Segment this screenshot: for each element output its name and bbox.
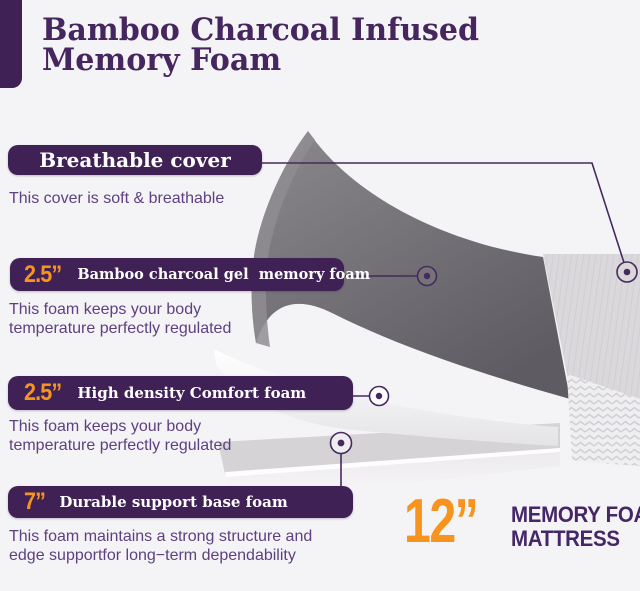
memory-foam-layer — [251, 131, 570, 399]
base-foam-front-edge — [225, 448, 560, 478]
comfort-foam-layer — [214, 349, 558, 446]
callout-line-cover — [262, 162, 628, 273]
product-summary: 12” MEMORY FOAM MATTRESS — [404, 487, 640, 556]
product-name-line1: MEMORY FOAM — [510, 502, 640, 527]
layer-size-badge: 7” — [24, 488, 46, 515]
page-title: Bamboo Charcoal Infused Memory Foam — [42, 12, 480, 78]
description-line: This foam maintains a strong structure a… — [9, 528, 313, 545]
memory-foam-side-face — [251, 131, 315, 347]
callout-description-cover: This cover is soft & breathable — [9, 189, 224, 208]
callout-description-base-foam: This foam maintains a strong structure a… — [9, 527, 312, 565]
description-line: edge supportfor long−term dependability — [9, 547, 296, 564]
mattress-cover-top-texture — [543, 254, 640, 399]
corner-accent-bar — [0, 0, 22, 88]
description-line: temperature perfectly regulated — [9, 437, 232, 454]
callout-description-memory-foam: This foam keeps your body temperature pe… — [9, 300, 231, 338]
mattress-cover-side-texture — [567, 374, 640, 466]
description-line: temperature perfectly regulated — [9, 320, 232, 337]
dot — [337, 439, 345, 447]
dot — [375, 392, 383, 400]
callout-label: Breathable cover — [39, 148, 231, 172]
callout-label: High density Comfort foam — [77, 384, 307, 402]
product-name: MEMORY FOAM MATTRESS — [511, 503, 640, 551]
callout-banner-cover: Breathable cover — [8, 145, 262, 175]
callout-banner-comfort-foam: 2.5” High density Comfort foam — [8, 376, 353, 410]
layer-size-badge: 2.5” — [24, 260, 62, 288]
dot — [623, 268, 631, 276]
page-title-line1: Bamboo Charcoal Infused — [42, 12, 480, 48]
description-line: This foam keeps your body — [9, 301, 202, 318]
callout-banner-base-foam: 7” Durable support base foam — [8, 486, 353, 518]
product-name-line2: MATTRESS — [510, 526, 620, 551]
description-line: This foam keeps your body — [9, 418, 202, 435]
layer-size-badge: 2.5” — [24, 379, 62, 406]
callout-label: Bamboo charcoal gel memory foam — [77, 266, 371, 283]
callout-label: Durable support base foam — [59, 493, 288, 511]
total-height-value: 12” — [404, 487, 479, 556]
dot — [423, 272, 431, 280]
page-title-line2: Memory Foam — [42, 42, 282, 78]
callout-description-comfort-foam: This foam keeps your body temperature pe… — [9, 417, 231, 455]
callout-banner-memory-foam: 2.5” Bamboo charcoal gel memory foam — [10, 258, 370, 291]
callout-markers — [329, 261, 638, 455]
description-line: This cover is soft & breathable — [9, 190, 225, 207]
